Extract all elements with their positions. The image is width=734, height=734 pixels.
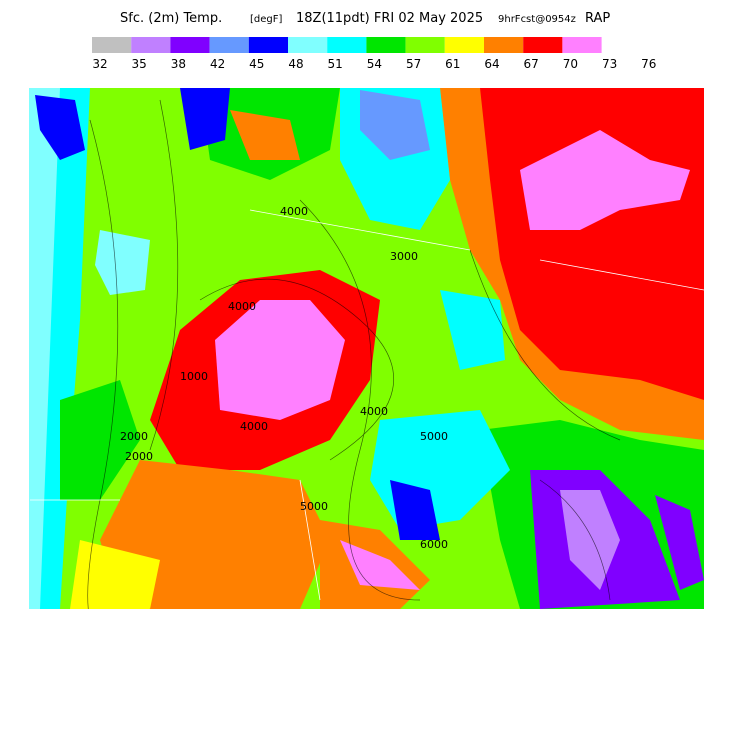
legend-label: 70 <box>563 57 578 71</box>
contour-label: 3000 <box>390 250 418 263</box>
legend-label: 45 <box>249 57 264 71</box>
legend-swatch <box>562 37 602 53</box>
legend-swatch <box>288 37 328 53</box>
legend-label: 48 <box>288 57 303 71</box>
legend-label: 57 <box>406 57 421 71</box>
legend-label: 73 <box>602 57 617 71</box>
legend-label: 64 <box>484 57 499 71</box>
contour-label: 4000 <box>240 420 268 433</box>
legend-label: 51 <box>328 57 343 71</box>
contour-label: 2000 <box>125 450 153 463</box>
model-name: RAP <box>585 11 610 26</box>
legend-swatch <box>444 37 484 53</box>
contour-label: 1000 <box>180 370 208 383</box>
contour-label: 4000 <box>360 405 388 418</box>
legend-swatch <box>523 37 563 53</box>
contour-label: 4000 <box>280 205 308 218</box>
legend-swatch <box>248 37 288 53</box>
contour-label: 5000 <box>420 430 448 443</box>
legend-swatch <box>170 37 210 53</box>
legend-label: 38 <box>171 57 186 71</box>
temperature-map: 4000 2000 4000 4000 2000 4000 1000 3000 … <box>29 88 704 609</box>
valid-time: 18Z(11pdt) FRI 02 May 2025 <box>296 11 483 26</box>
legend-label: 61 <box>445 57 460 71</box>
legend-swatch <box>327 37 367 53</box>
contour-label: 2000 <box>120 430 148 443</box>
legend-label: 54 <box>367 57 382 71</box>
legend-swatch <box>92 37 132 53</box>
legend-label: 76 <box>641 57 656 71</box>
legend-label: 32 <box>92 57 107 71</box>
color-legend: 32 35 38 42 45 48 51 54 57 61 64 67 70 73 76 <box>92 37 656 71</box>
contour-label: 6000 <box>420 538 448 551</box>
legend-label: 67 <box>524 57 539 71</box>
field-title: Sfc. (2m) Temp. <box>120 11 222 26</box>
legend-swatch <box>366 37 406 53</box>
legend-swatch <box>209 37 249 53</box>
units: [degF] <box>250 14 283 25</box>
contour-label: 4000 <box>228 300 256 313</box>
legend-swatch <box>484 37 524 53</box>
legend-swatch <box>405 37 445 53</box>
legend-label: 42 <box>210 57 225 71</box>
legend-swatch <box>131 37 171 53</box>
forecast-info: 9hrFcst@0954z <box>498 14 576 25</box>
contour-label: 5000 <box>300 500 328 513</box>
legend-label: 35 <box>132 57 147 71</box>
